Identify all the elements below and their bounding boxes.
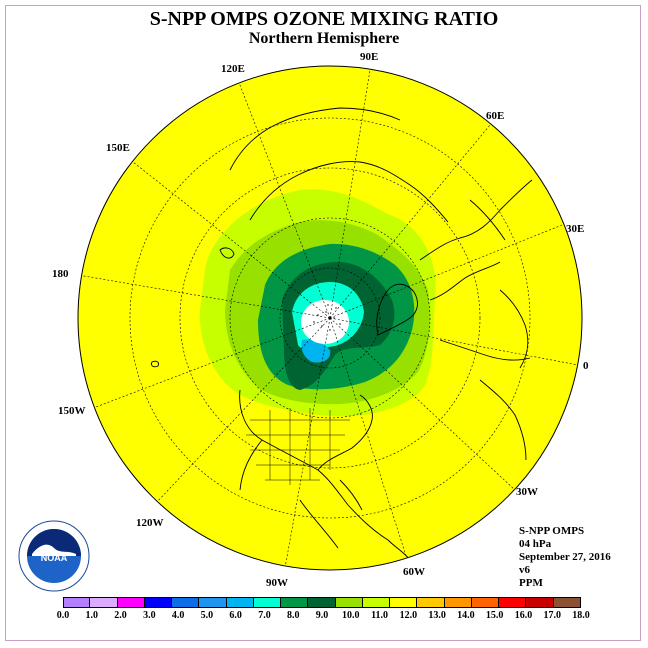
colorbar-tick-label: 15.0 [485, 610, 504, 621]
colorbar-cell [172, 597, 200, 608]
lon-label-120e: 120E [221, 63, 245, 75]
colorbar-tick-label: 10.0 [342, 610, 360, 621]
colorbar-tick-label: 17.0 [543, 610, 561, 621]
graticule-meridians [78, 69, 579, 569]
colorbar-cell [199, 597, 227, 608]
colorbar-tick-label: 13.0 [428, 610, 446, 621]
info-version: v6 [519, 564, 530, 576]
colorbar-cell [390, 597, 418, 608]
colorbar-cell [281, 597, 309, 608]
polar-data-gap-markers [313, 304, 341, 331]
colorbar-cell [90, 597, 118, 608]
colorbar-tick-label: 12.0 [399, 610, 418, 621]
lon-label-60e: 60E [486, 110, 505, 122]
colorbar-tick-label: 0.0 [56, 610, 70, 621]
colorbar-cell [471, 597, 499, 608]
info-instrument: S-NPP OMPS [519, 525, 585, 537]
map-subtitle: Northern Hemisphere [248, 30, 400, 47]
lon-label-90e: 90E [360, 51, 379, 63]
colorbar-cell [308, 597, 336, 608]
colorbar-cell [444, 597, 472, 608]
figure-frame [5, 5, 641, 641]
colorbar-cell [499, 597, 527, 608]
colorbar-cell [362, 597, 390, 608]
info-units: PPM [519, 577, 543, 589]
colorbar-tick-label: 2.0 [114, 610, 127, 621]
colorbar-tick-labels: 0.0 1.0 2.0 3.0 4.0 5.0 6.0 7.0 8.0 9.0 10.0 11.0 12… [0, 610, 648, 624]
colorbar-tick-label: 16.0 [514, 610, 533, 621]
graticule-parallels [129, 117, 531, 519]
info-date: September 27, 2016 [519, 551, 611, 563]
coastlines [151, 107, 533, 561]
ozone-contour-6-7 [301, 339, 331, 363]
info-pressure: 04 hPa [519, 538, 552, 550]
colorbar-tick-label: 18.0 [572, 610, 590, 621]
lon-label-180: 180 [52, 268, 69, 280]
colorbar-tick-label: 7.0 [258, 610, 271, 621]
lon-label-30e: 30E [566, 223, 585, 235]
colorbar-tick-label: 14.0 [457, 610, 475, 621]
colorbar-cell [335, 597, 363, 608]
colorbar-cell [553, 597, 581, 608]
colorbar-cell [526, 597, 554, 608]
colorbar-tick-label: 9.0 [315, 610, 329, 621]
colorbar-tick-label: 3.0 [143, 610, 156, 621]
lon-label-150e: 150E [106, 142, 130, 154]
colorbar-cell [63, 597, 91, 608]
hemisphere-boundary [77, 65, 583, 571]
colorbar-tick-label: 1.0 [85, 610, 99, 621]
noaa-logo: NOAA [18, 520, 90, 592]
colorbar-cell [144, 597, 172, 608]
lon-label-30w: 30W [516, 486, 538, 498]
colorbar [63, 597, 581, 608]
lon-label-60w: 60W [403, 566, 425, 578]
colorbar-cell [117, 597, 145, 608]
lon-label-150w: 150W [58, 405, 86, 417]
lon-label-90w: 90W [266, 577, 288, 589]
colorbar-cell [226, 597, 254, 608]
colorbar-cell [417, 597, 445, 608]
noaa-logo-text: NOAA [41, 553, 68, 563]
no-data-polar-region [301, 300, 349, 344]
colorbar-tick-label: 5.0 [200, 610, 214, 621]
colorbar-tick-label: 4.0 [171, 610, 185, 621]
lon-label-120w: 120W [136, 517, 164, 529]
map-title: S-NPP OMPS OZONE MIXING RATIO [149, 8, 499, 30]
info-block: S-NPP OMPS 04 hPa September 27, 2016 v6 … [519, 525, 611, 590]
colorbar-cell [253, 597, 281, 608]
colorbar-tick-label: 6.0 [229, 610, 242, 621]
lon-label-0: 0 [583, 360, 589, 372]
colorbar-tick-label: 11.0 [371, 610, 389, 621]
colorbar-tick-label: 8.0 [286, 610, 300, 621]
